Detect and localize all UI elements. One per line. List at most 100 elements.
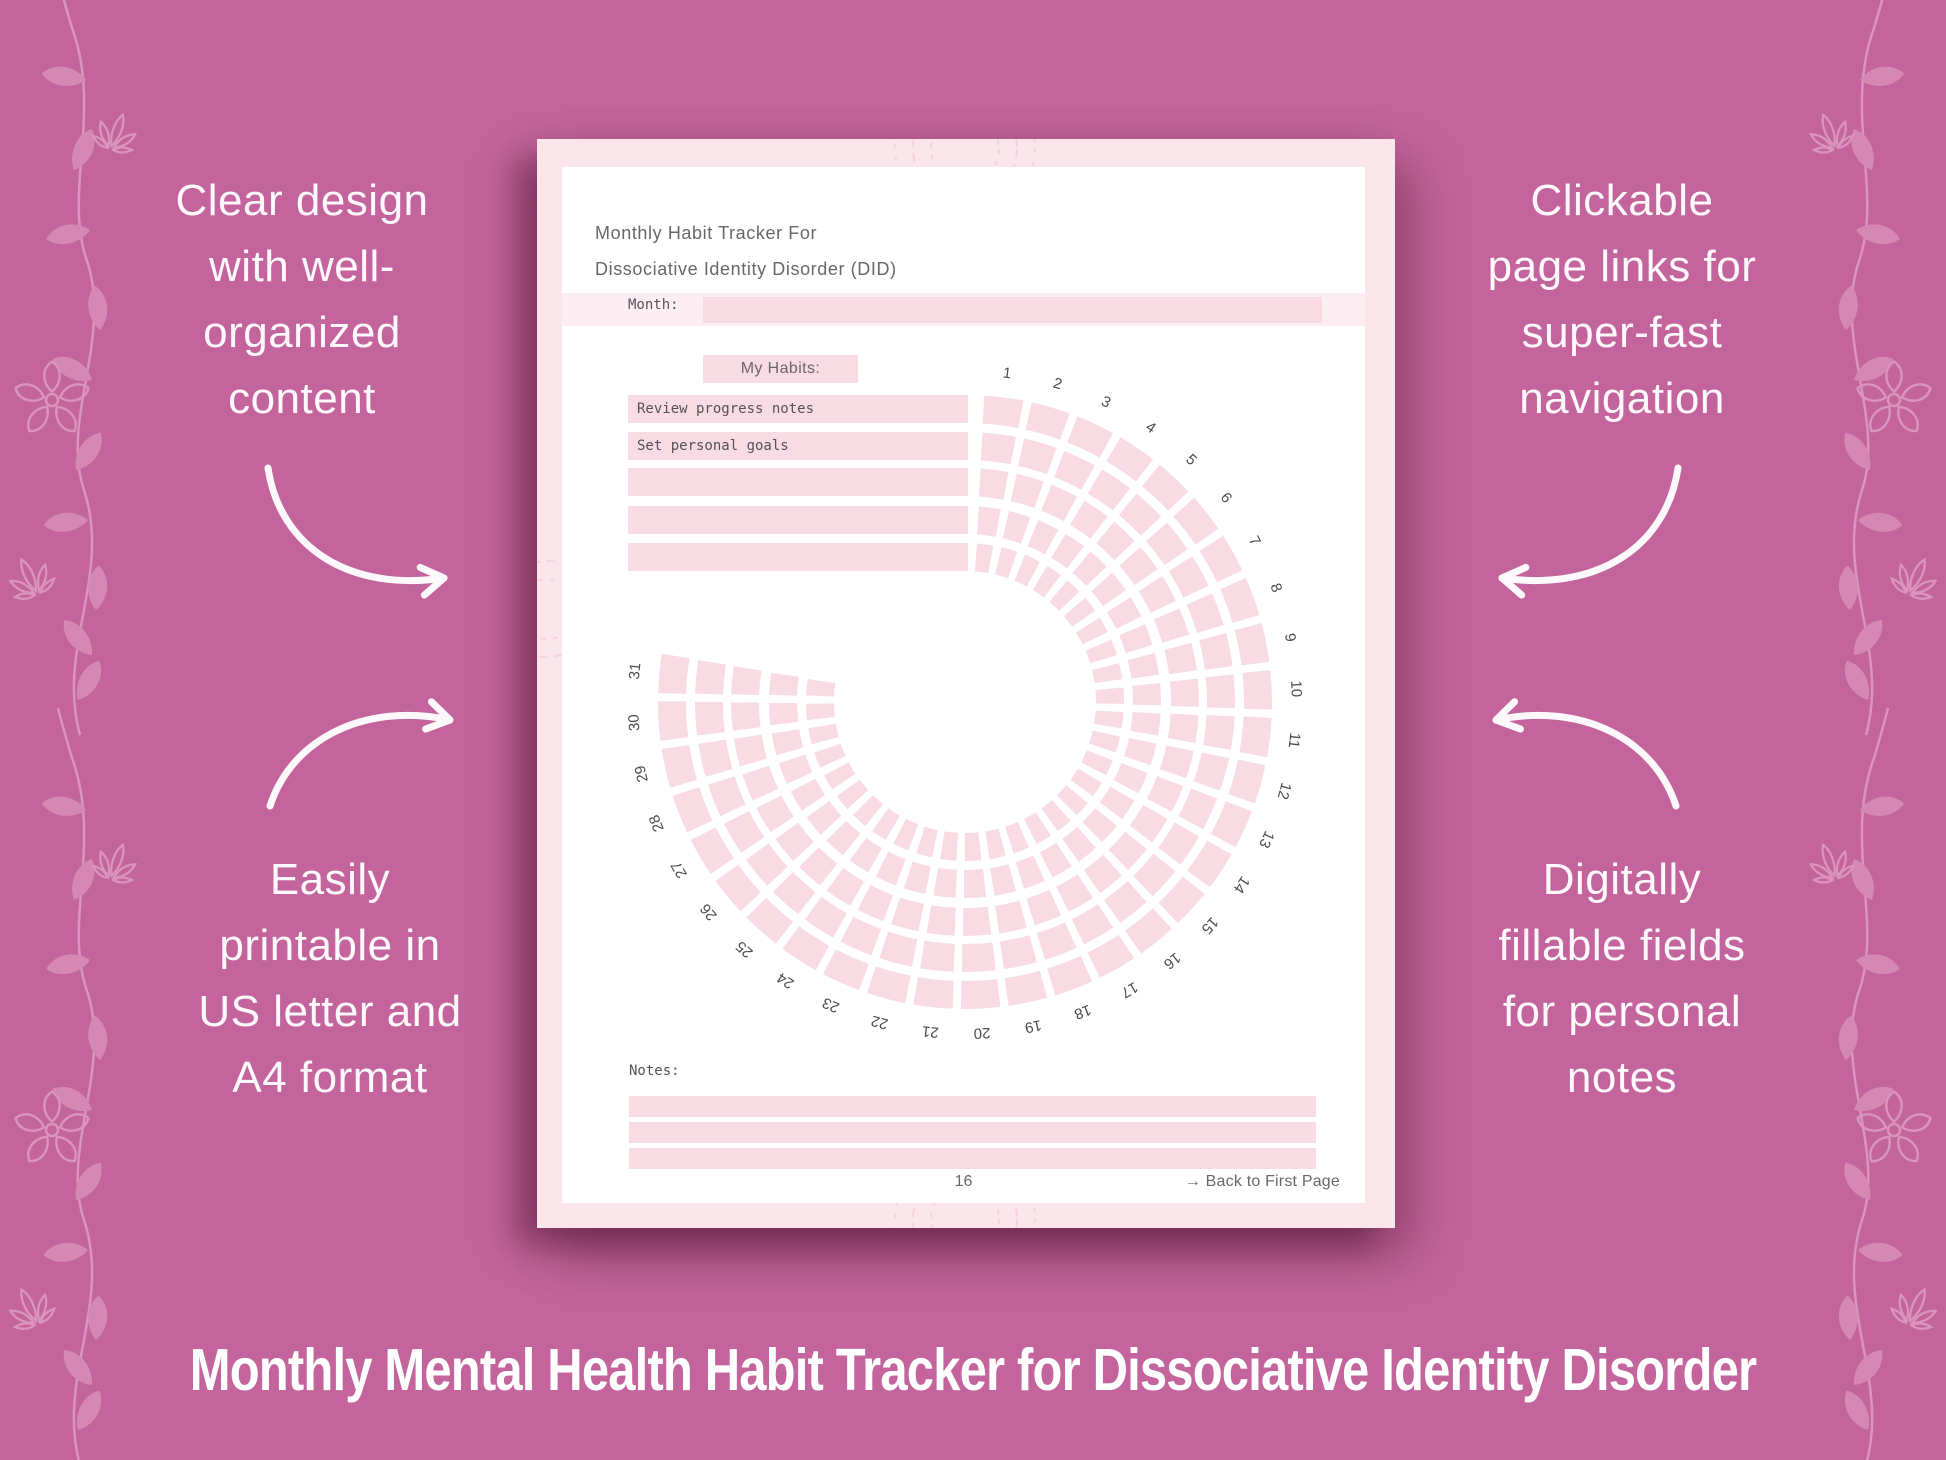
tracker-day-cell[interactable] (769, 703, 799, 726)
tracker-day-cell[interactable] (985, 828, 1006, 860)
tracker-day-cell[interactable] (799, 847, 838, 886)
tracker-day-cell[interactable] (1056, 874, 1094, 912)
tracker-day-cell[interactable] (1169, 678, 1199, 707)
tracker-day-cell[interactable] (1070, 500, 1108, 539)
notes-input-line[interactable] (629, 1096, 1316, 1117)
tracker-day-cell[interactable] (1095, 687, 1125, 704)
tracker-day-cell[interactable] (1106, 437, 1154, 482)
habit-row-input[interactable]: Review progress notes (628, 395, 968, 423)
habit-row-input[interactable] (628, 543, 968, 571)
tracker-day-cell[interactable] (879, 931, 918, 967)
tracker-day-cell[interactable] (742, 765, 779, 801)
tracker-day-cell[interactable] (658, 653, 690, 694)
tracker-day-cell[interactable] (1108, 831, 1147, 870)
tracker-day-cell[interactable] (1076, 617, 1108, 645)
tracker-day-cell[interactable] (1132, 683, 1161, 706)
tracker-day-cell[interactable] (746, 897, 794, 944)
habit-row-input[interactable] (628, 506, 968, 534)
tracker-day-cell[interactable] (1057, 785, 1088, 816)
tracker-day-cell[interactable] (1005, 821, 1030, 854)
tracker-day-cell[interactable] (836, 779, 869, 809)
tracker-day-cell[interactable] (982, 395, 1024, 429)
back-to-first-page-link[interactable]: → Back to First Page (1184, 1173, 1340, 1190)
tracker-day-cell[interactable] (771, 729, 804, 756)
tracker-day-cell[interactable] (1099, 786, 1135, 820)
tracker-day-cell[interactable] (804, 896, 847, 938)
tracker-day-cell[interactable] (1072, 551, 1107, 586)
tracker-day-cell[interactable] (1228, 759, 1266, 804)
tracker-day-cell[interactable] (872, 808, 900, 840)
tracker-day-cell[interactable] (782, 926, 830, 971)
tracker-day-cell[interactable] (1141, 464, 1189, 511)
tracker-day-cell[interactable] (961, 942, 996, 972)
tracker-day-cell[interactable] (1087, 469, 1131, 511)
tracker-day-cell[interactable] (1124, 737, 1157, 766)
tracker-day-cell[interactable] (893, 818, 919, 851)
tracker-day-cell[interactable] (808, 723, 839, 745)
tracker-day-cell[interactable] (1186, 593, 1224, 633)
tracker-day-cell[interactable] (1104, 881, 1147, 923)
tracker-day-cell[interactable] (733, 734, 767, 767)
tracker-day-cell[interactable] (1025, 402, 1070, 440)
tracker-day-cell[interactable] (1087, 934, 1135, 978)
tracker-day-cell[interactable] (916, 826, 938, 858)
tracker-day-cell[interactable] (1018, 438, 1057, 475)
tracker-day-cell[interactable] (1092, 663, 1123, 684)
tracker-day-cell[interactable] (1119, 547, 1158, 586)
tracker-day-cell[interactable] (995, 547, 1018, 579)
tracker-day-cell[interactable] (960, 979, 1001, 1009)
tracker-day-cell[interactable] (1054, 450, 1095, 490)
tracker-day-cell[interactable] (657, 701, 689, 741)
tracker-day-cell[interactable] (1146, 776, 1184, 812)
month-input-field[interactable] (703, 297, 1322, 323)
tracker-day-cell[interactable] (1127, 653, 1160, 679)
tracker-day-cell[interactable] (1130, 711, 1161, 736)
tracker-day-cell[interactable] (1085, 639, 1117, 664)
tracker-day-cell[interactable] (731, 666, 762, 696)
tracker-day-cell[interactable] (1193, 752, 1230, 791)
tracker-day-cell[interactable] (1070, 768, 1102, 797)
tracker-day-cell[interactable] (962, 906, 991, 936)
tracker-day-cell[interactable] (913, 977, 954, 1009)
tracker-day-cell[interactable] (999, 935, 1037, 970)
tracker-day-cell[interactable] (1082, 808, 1117, 843)
tracker-day-cell[interactable] (933, 867, 957, 898)
tracker-day-cell[interactable] (1067, 416, 1114, 458)
tracker-day-cell[interactable] (1010, 473, 1044, 509)
tracker-day-cell[interactable] (1119, 624, 1153, 654)
circular-day-tracker[interactable]: 1234567891011121314151617181920212223242… (562, 167, 1365, 1203)
tracker-day-cell[interactable] (974, 543, 994, 574)
tracker-day-cell[interactable] (773, 872, 816, 915)
tracker-day-cell[interactable] (866, 966, 911, 1004)
tracker-day-cell[interactable] (1089, 730, 1121, 753)
tracker-day-cell[interactable] (940, 831, 959, 861)
tracker-day-cell[interactable] (1173, 497, 1219, 545)
tracker-day-cell[interactable] (822, 949, 869, 991)
tracker-day-cell[interactable] (849, 837, 883, 873)
tracker-day-cell[interactable] (1242, 670, 1273, 710)
habit-row-input[interactable] (628, 468, 968, 496)
tracker-day-cell[interactable] (731, 702, 761, 731)
tracker-day-cell[interactable] (1094, 710, 1124, 729)
tracker-day-cell[interactable] (745, 843, 788, 886)
habit-row-input[interactable]: Set personal goals (628, 432, 968, 460)
tracker-day-cell[interactable] (964, 832, 982, 862)
tracker-day-cell[interactable] (1158, 876, 1205, 924)
tracker-day-cell[interactable] (715, 864, 761, 912)
tracker-day-cell[interactable] (775, 822, 814, 861)
tracker-day-cell[interactable] (976, 506, 1001, 537)
tracker-day-cell[interactable] (1049, 580, 1080, 611)
tracker-day-cell[interactable] (1187, 840, 1232, 888)
tracker-day-cell[interactable] (1063, 597, 1096, 627)
tracker-day-cell[interactable] (1081, 750, 1113, 776)
tracker-day-cell[interactable] (695, 702, 725, 736)
tracker-day-cell[interactable] (1041, 484, 1078, 522)
tracker-day-cell[interactable] (1133, 853, 1176, 897)
tracker-day-cell[interactable] (814, 743, 846, 768)
tracker-day-cell[interactable] (826, 868, 864, 906)
tracker-day-cell[interactable] (875, 851, 906, 886)
tracker-day-cell[interactable] (806, 800, 842, 835)
tracker-day-cell[interactable] (926, 905, 956, 936)
tracker-day-cell[interactable] (903, 861, 931, 894)
tracker-day-cell[interactable] (1199, 535, 1243, 583)
